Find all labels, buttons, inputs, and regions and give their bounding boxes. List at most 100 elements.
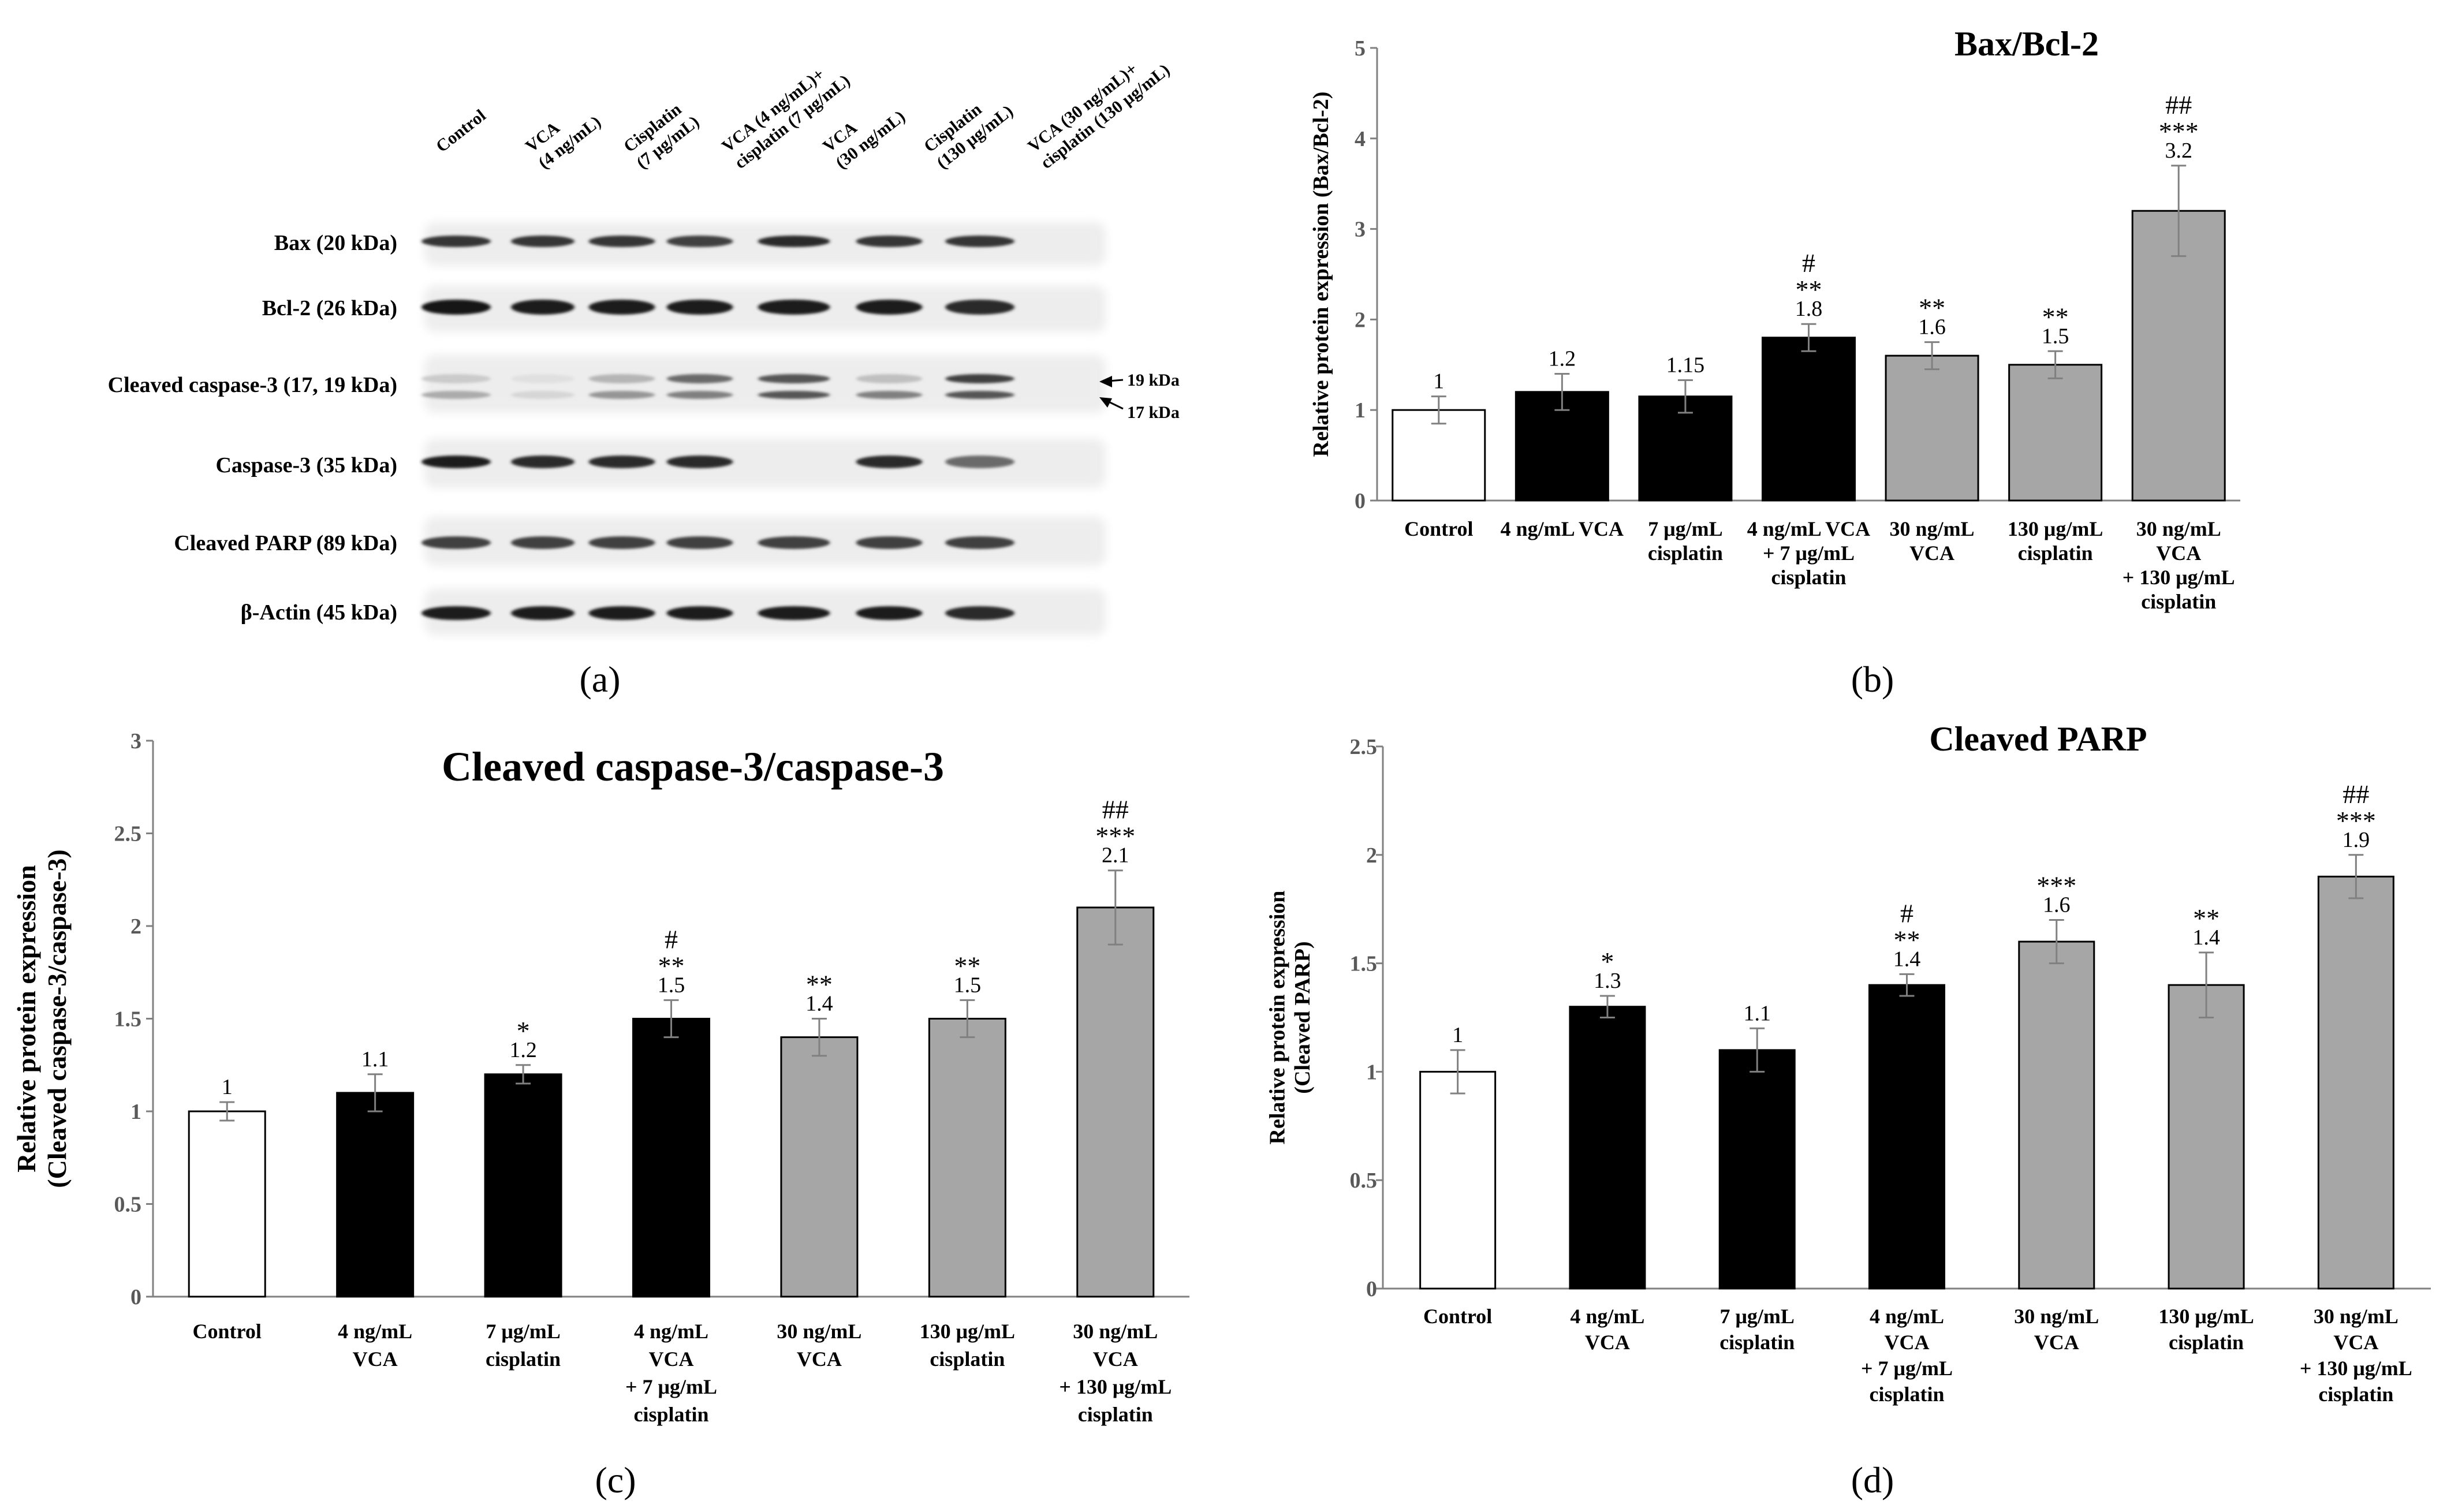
bar-4: [632, 1018, 710, 1298]
protein-label-bax-20-kda: Bax (20 kDa): [274, 231, 397, 255]
error-bar-1: [219, 1101, 235, 1122]
error-bar-5: [811, 1018, 827, 1057]
category-label-line: 130 μg/mL: [2008, 517, 2103, 540]
category-label-line: 30 ng/mL: [1073, 1320, 1158, 1343]
bar-2: [1569, 1006, 1646, 1290]
band-casp3-lane-6: [856, 456, 923, 468]
error-bar-1: [1450, 1049, 1465, 1095]
band-parp-lane-4: [666, 536, 733, 549]
y-tick-label: 2: [1366, 843, 1377, 868]
category-label-4: 4 ng/mL VCA + 7 μg/mL cisplatin: [1861, 1305, 1953, 1406]
category-label-line: VCA: [2333, 1331, 2378, 1354]
y-axis-label: Relative protein expression(Cleaved PARP…: [1265, 891, 1315, 1145]
band-bcl2-lane-4: [666, 300, 733, 315]
bar-6: [2168, 984, 2245, 1290]
category-label-line: VCA: [1585, 1331, 1630, 1354]
band-actin-lane-2: [511, 606, 575, 620]
y-axis-label-line: (Cleaved PARP): [1290, 941, 1315, 1093]
category-label-line: 130 μg/mL: [920, 1320, 1015, 1343]
error-bar-7: [1107, 869, 1123, 946]
category-label-line: cisplatin: [930, 1347, 1005, 1371]
band-bcl2-lane-1: [421, 300, 491, 315]
significance-marker-4: **: [1796, 275, 1822, 304]
category-label-2: 4 ng/mL VCA: [1570, 1305, 1644, 1354]
error-bar-7: [2348, 854, 2364, 899]
marker-arrowhead-19kda: [1099, 376, 1112, 387]
marker-arrowhead-17kda: [1099, 397, 1112, 408]
error-bar-5: [2049, 919, 2064, 965]
category-label-line: cisplatin: [1648, 542, 1723, 565]
value-label-2: 1.1: [361, 1047, 389, 1072]
category-label-7: 30 ng/mL VCA + 130 μg/mL cisplatin: [1059, 1320, 1172, 1426]
category-label-line: cisplatin: [486, 1347, 561, 1371]
bar-4: [1868, 984, 1945, 1290]
category-label-line: cisplatin: [1719, 1331, 1795, 1354]
significance-marker-2: *: [1601, 947, 1614, 976]
protein-label-bcl-2-26-kda: Bcl-2 (26 kDa): [262, 296, 397, 320]
value-label-5: 1.6: [2043, 893, 2071, 917]
chart-title: Bax/Bcl-2: [1954, 25, 2099, 63]
y-tick-label: 2.5: [1350, 735, 1378, 759]
category-label-6: 130 μg/mL cisplatin: [920, 1320, 1015, 1371]
category-label-line: cisplatin: [1078, 1403, 1153, 1426]
category-label-line: cisplatin: [1771, 566, 1846, 589]
category-label-line: 30 ng/mL: [1890, 517, 1975, 540]
y-tick-label: 3: [1355, 218, 1366, 242]
category-label-5: 30 ng/mL VCA: [2014, 1305, 2099, 1354]
value-label-1: 1: [222, 1075, 233, 1099]
value-label-5: 1.6: [1918, 315, 1946, 339]
band-casp3-lane-7: [945, 456, 1014, 468]
band-actin-lane-4: [666, 606, 733, 620]
error-bar-5: [1924, 341, 1940, 371]
blot-strip-cc3: [421, 355, 1106, 413]
panel-label-c: (c): [595, 1459, 636, 1500]
band-actin-lane-5: [758, 606, 830, 620]
y-tick-label: 3: [130, 729, 141, 753]
value-label-3: 1.15: [1666, 353, 1705, 377]
category-label-2: 4 ng/mL VCA: [1501, 517, 1624, 540]
chart-cleaved-parp: Cleaved PARP Relative protein expression(…: [1265, 720, 2431, 1406]
category-label-1: Control: [1404, 517, 1473, 540]
error-bar-6: [2199, 951, 2214, 1018]
lane-label-2: VCA(4 ng/mL): [522, 96, 605, 173]
y-tick-label: 0: [130, 1285, 141, 1309]
band-bax-lane-5: [758, 236, 830, 247]
band-bcl2-lane-6: [856, 300, 923, 315]
bar-7: [1076, 906, 1155, 1298]
significance-marker-4: #: [665, 924, 678, 954]
blot-strip-background: [424, 355, 1106, 413]
band-parp-lane-1: [421, 536, 491, 549]
band-casp3-lane-3: [588, 456, 655, 468]
category-label-line: 30 ng/mL: [2014, 1305, 2099, 1328]
category-label-line: VCA: [2156, 542, 2201, 565]
y-tick-label: 0: [1366, 1277, 1377, 1301]
bar-1: [188, 1110, 266, 1298]
blot-protein-labels: Bax (20 kDa) Bcl-2 (26 kDa) Cleaved caspas…: [108, 231, 397, 625]
category-label-line: VCA: [1885, 1331, 1930, 1354]
category-label-1: Control: [1423, 1305, 1492, 1328]
category-label-4: 4 ng/mL VCA + 7 μg/mL cisplatin: [625, 1320, 717, 1426]
category-label-line: + 7 μg/mL: [625, 1375, 717, 1398]
band-bcl2-lane-3: [588, 300, 655, 315]
blot-strip-background: [424, 439, 1106, 488]
band-bax-lane-7: [945, 236, 1014, 247]
value-label-7: 1.9: [2342, 828, 2370, 852]
y-axis-label: Relative protein expression (Bax/Bcl-2): [1309, 92, 1333, 457]
lane-label-7: VCA (30 ng/mL)+cisplatin (130 μg/mL): [1024, 44, 1173, 173]
band-cc3-lower-lane-1: [421, 391, 491, 399]
band-parp-lane-5: [758, 536, 830, 549]
value-label-3: 1.1: [1743, 1001, 1771, 1025]
category-label-line: VCA: [2034, 1331, 2079, 1354]
category-label-line: 7 μg/mL: [1648, 517, 1722, 540]
value-label-4: 1.4: [1893, 947, 1921, 971]
blot-strip-bax: [421, 222, 1106, 266]
category-label-6: 130 μg/mL cisplatin: [2008, 517, 2103, 565]
blot-strip-bcl2: [421, 286, 1106, 332]
value-label-2: 1.2: [1549, 346, 1576, 371]
band-casp3-lane-4: [666, 456, 733, 468]
bar-3: [484, 1073, 562, 1298]
band-bcl2-lane-5: [758, 300, 830, 315]
y-tick-label: 2.5: [114, 822, 142, 846]
category-label-7: 30 ng/mL VCA + 130 μg/mL cisplatin: [2123, 517, 2235, 613]
